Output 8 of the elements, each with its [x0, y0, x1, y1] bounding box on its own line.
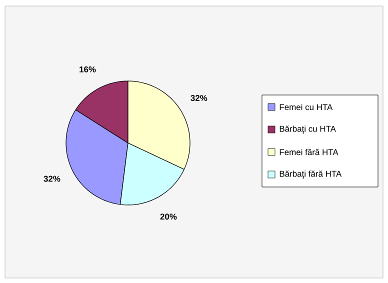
- legend-label: Femei cu HTA: [280, 104, 333, 110]
- legend-label: Bărbaţi cu HTA: [280, 125, 336, 134]
- data-label: 16%: [80, 66, 96, 72]
- legend-label: Femei fără HTA: [280, 148, 338, 156]
- data-label: 20%: [160, 214, 177, 220]
- data-label: 32%: [190, 94, 208, 101]
- legend-label: Bărbaţi fără HTA: [280, 170, 342, 179]
- data-label: 32%: [44, 176, 60, 182]
